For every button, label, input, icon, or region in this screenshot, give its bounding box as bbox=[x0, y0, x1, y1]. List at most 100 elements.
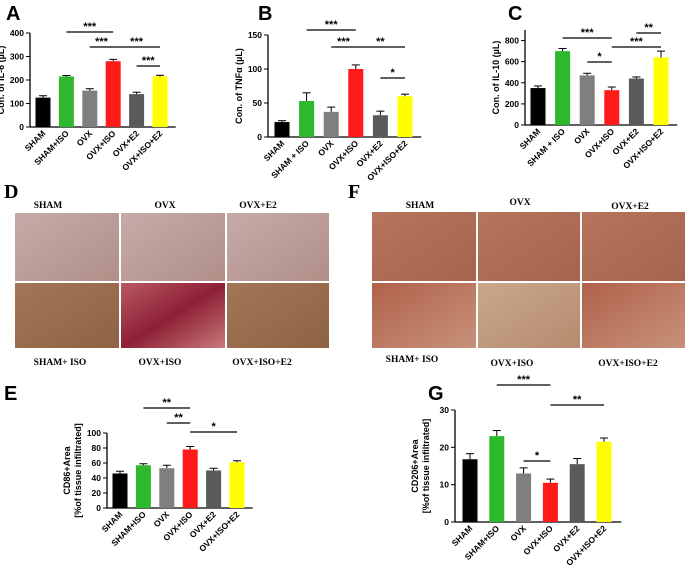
bar bbox=[397, 96, 413, 137]
significance-label: * bbox=[535, 450, 540, 462]
y-tick-label: 100 bbox=[87, 428, 101, 438]
y-tick-label: 100 bbox=[10, 99, 24, 109]
bar bbox=[462, 459, 478, 522]
y-tick-label: 0 bbox=[96, 503, 101, 513]
panel-label: B bbox=[258, 3, 272, 25]
y-tick-label: 300 bbox=[10, 52, 24, 62]
bar bbox=[159, 468, 175, 508]
bar bbox=[628, 78, 644, 125]
y-axis-label: Con. of TNFα (µL) bbox=[234, 48, 244, 124]
significance-label: *** bbox=[517, 374, 531, 386]
image-tile bbox=[121, 213, 225, 281]
x-tick-label: OVX bbox=[508, 523, 528, 543]
significance-label: *** bbox=[337, 36, 351, 48]
bar bbox=[299, 100, 315, 137]
bar bbox=[135, 465, 151, 508]
bar bbox=[35, 97, 51, 127]
bar bbox=[604, 90, 620, 125]
image-tile bbox=[478, 212, 580, 281]
image-label: OVX+ISO+E2 bbox=[598, 359, 658, 369]
image-label: OVX bbox=[154, 201, 175, 211]
bar bbox=[323, 111, 339, 137]
bar bbox=[555, 51, 571, 125]
x-tick-label: SHAM bbox=[450, 523, 475, 548]
y-tick-label: 60 bbox=[92, 458, 102, 468]
y-tick-label: 10 bbox=[440, 480, 450, 490]
panel-label: A bbox=[6, 3, 20, 25]
y-tick-label: 0 bbox=[19, 122, 24, 132]
image-label: OVX+ISO bbox=[139, 358, 182, 368]
significance-label: *** bbox=[83, 21, 97, 33]
bar bbox=[653, 57, 669, 125]
y-axis-label: [%of tissue infiltrated] bbox=[73, 423, 83, 518]
bar bbox=[372, 115, 388, 137]
chart-panel: E 0 20 40 60 80 100 CD86+Area [%of tissue infilt… bbox=[4, 383, 253, 554]
significance-label: *** bbox=[130, 36, 144, 48]
significance-label: ** bbox=[163, 397, 172, 409]
bar bbox=[542, 482, 558, 522]
bar bbox=[579, 75, 595, 125]
y-tick-label: 0 bbox=[444, 517, 449, 527]
image-tile bbox=[372, 283, 476, 348]
bar bbox=[82, 90, 98, 127]
image-label: SHAM bbox=[406, 201, 435, 211]
bar bbox=[206, 470, 222, 508]
y-tick-label: 150 bbox=[248, 30, 262, 40]
image-label: OVX bbox=[509, 198, 530, 208]
micrograph-f bbox=[372, 212, 685, 348]
image-label: SHAM+ ISO bbox=[386, 355, 439, 365]
significance-label: *** bbox=[325, 19, 339, 31]
bar bbox=[348, 69, 364, 137]
significance-label: ** bbox=[573, 394, 582, 406]
x-tick-label: OVX bbox=[151, 509, 171, 529]
significance-label: *** bbox=[630, 36, 644, 48]
y-tick-label: 200 bbox=[10, 75, 24, 85]
image-tile bbox=[15, 213, 119, 281]
panel-label: C bbox=[508, 3, 522, 25]
image-label: OVX+E2 bbox=[611, 202, 649, 212]
image-tile bbox=[15, 283, 119, 348]
image-tile bbox=[478, 283, 580, 348]
y-tick-label: 20 bbox=[92, 488, 102, 498]
y-axis-label: [%of tissue infiltrated] bbox=[421, 419, 431, 514]
y-tick-label: 200 bbox=[505, 99, 519, 109]
x-tick-label: OVX bbox=[316, 138, 336, 158]
y-tick-label: 100 bbox=[248, 64, 262, 74]
bar bbox=[112, 473, 128, 508]
panel-label: E bbox=[4, 383, 17, 405]
chart-panel: G 0 10 20 30 CD206+Area [%of tissue infiltrate… bbox=[410, 374, 622, 568]
bar bbox=[129, 94, 145, 127]
significance-label: * bbox=[211, 421, 216, 433]
significance-label: *** bbox=[95, 36, 109, 48]
y-tick-label: 0 bbox=[257, 132, 262, 142]
image-tile bbox=[121, 283, 225, 348]
y-axis-label: Con. of IL-10 (µL) bbox=[491, 41, 501, 115]
y-tick-label: 50 bbox=[253, 98, 263, 108]
bar bbox=[569, 464, 585, 522]
significance-label: ** bbox=[644, 22, 653, 34]
bar bbox=[516, 473, 532, 522]
y-tick-label: 20 bbox=[440, 442, 450, 452]
x-tick-label: OVX bbox=[572, 126, 592, 146]
micrograph-d bbox=[15, 213, 329, 348]
significance-label: ** bbox=[376, 36, 385, 48]
y-axis-label: CD86+Area bbox=[62, 445, 72, 494]
bar bbox=[105, 61, 121, 128]
image-label: OVX+ISO+E2 bbox=[232, 358, 292, 368]
x-tick-label: OVX+ISO bbox=[521, 523, 555, 557]
bar bbox=[182, 449, 198, 508]
significance-label: *** bbox=[142, 55, 156, 67]
y-tick-label: 600 bbox=[505, 57, 519, 67]
image-tile bbox=[227, 283, 329, 348]
image-tile bbox=[582, 283, 685, 348]
significance-label: * bbox=[391, 67, 396, 79]
image-tile bbox=[227, 213, 329, 281]
panel-label: F bbox=[348, 181, 360, 203]
bar bbox=[58, 76, 74, 127]
image-tile bbox=[372, 212, 476, 281]
y-axis-label: Con. of IL-6 (µL) bbox=[0, 46, 6, 115]
panel-label: D bbox=[4, 181, 18, 203]
